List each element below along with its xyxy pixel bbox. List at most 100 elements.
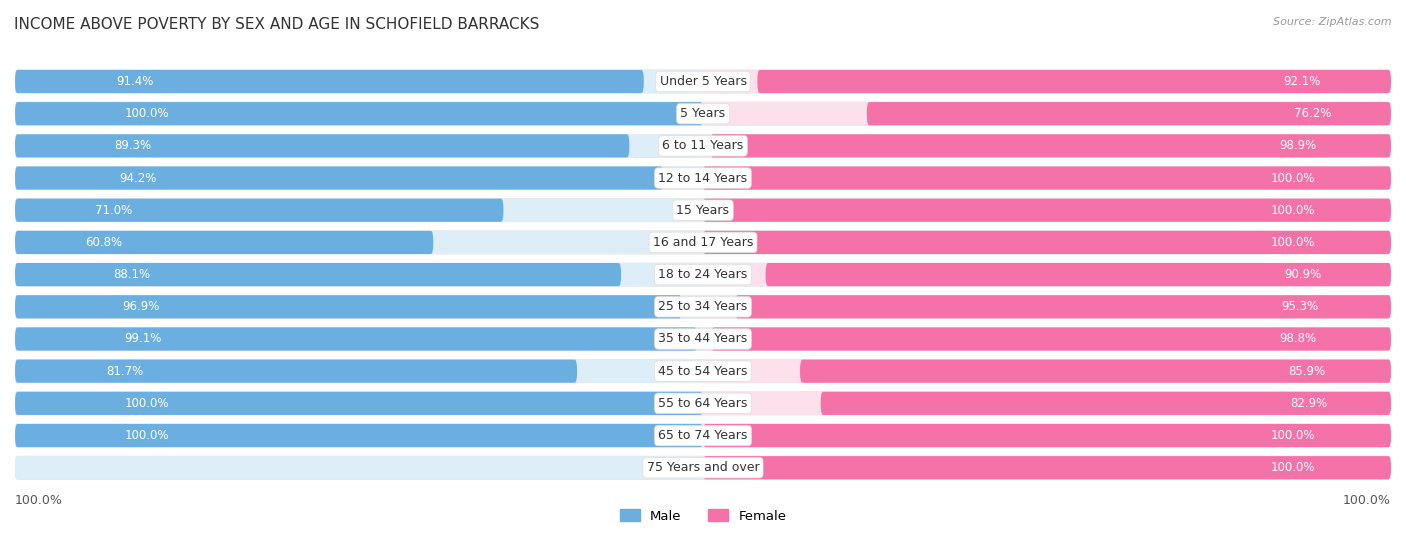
FancyBboxPatch shape — [703, 231, 1391, 254]
FancyBboxPatch shape — [703, 167, 1391, 190]
Text: 94.2%: 94.2% — [120, 172, 156, 184]
FancyBboxPatch shape — [15, 198, 1391, 222]
Text: 55 to 64 Years: 55 to 64 Years — [658, 397, 748, 410]
FancyBboxPatch shape — [15, 70, 703, 93]
Text: 5 Years: 5 Years — [681, 107, 725, 120]
Text: 100.0%: 100.0% — [125, 429, 170, 442]
FancyBboxPatch shape — [703, 456, 1391, 479]
Text: 6 to 11 Years: 6 to 11 Years — [662, 139, 744, 153]
Text: 99.1%: 99.1% — [124, 333, 162, 345]
FancyBboxPatch shape — [15, 167, 664, 190]
FancyBboxPatch shape — [15, 359, 576, 383]
Text: 91.4%: 91.4% — [117, 75, 153, 88]
FancyBboxPatch shape — [758, 70, 1391, 93]
Text: 76.2%: 76.2% — [1295, 107, 1331, 120]
FancyBboxPatch shape — [703, 134, 1391, 158]
Text: Under 5 Years: Under 5 Years — [659, 75, 747, 88]
FancyBboxPatch shape — [15, 134, 703, 158]
Text: 15 Years: 15 Years — [676, 203, 730, 217]
Text: Source: ZipAtlas.com: Source: ZipAtlas.com — [1274, 17, 1392, 27]
FancyBboxPatch shape — [703, 424, 1391, 447]
Text: 35 to 44 Years: 35 to 44 Years — [658, 333, 748, 345]
Text: 85.9%: 85.9% — [1288, 364, 1324, 378]
Text: 100.0%: 100.0% — [1271, 172, 1316, 184]
FancyBboxPatch shape — [711, 328, 1391, 350]
FancyBboxPatch shape — [703, 102, 1391, 125]
FancyBboxPatch shape — [15, 295, 682, 319]
FancyBboxPatch shape — [15, 295, 703, 319]
FancyBboxPatch shape — [15, 392, 1391, 415]
Text: 100.0%: 100.0% — [1343, 494, 1391, 507]
Text: 82.9%: 82.9% — [1289, 397, 1327, 410]
FancyBboxPatch shape — [15, 263, 621, 286]
Text: 100.0%: 100.0% — [1271, 461, 1316, 474]
Text: 75 Years and over: 75 Years and over — [647, 461, 759, 474]
FancyBboxPatch shape — [15, 424, 703, 447]
Text: 98.8%: 98.8% — [1279, 333, 1316, 345]
FancyBboxPatch shape — [15, 70, 1391, 93]
FancyBboxPatch shape — [703, 456, 1391, 479]
FancyBboxPatch shape — [15, 328, 697, 350]
Text: 25 to 34 Years: 25 to 34 Years — [658, 300, 748, 313]
Text: 100.0%: 100.0% — [1271, 236, 1316, 249]
Legend: Male, Female: Male, Female — [614, 504, 792, 528]
FancyBboxPatch shape — [821, 392, 1391, 415]
FancyBboxPatch shape — [15, 295, 1391, 319]
FancyBboxPatch shape — [15, 70, 644, 93]
FancyBboxPatch shape — [15, 359, 1391, 383]
FancyBboxPatch shape — [703, 263, 1391, 286]
FancyBboxPatch shape — [15, 134, 630, 158]
Text: 12 to 14 Years: 12 to 14 Years — [658, 172, 748, 184]
FancyBboxPatch shape — [15, 198, 503, 222]
FancyBboxPatch shape — [15, 456, 1391, 479]
Text: 100.0%: 100.0% — [1271, 203, 1316, 217]
FancyBboxPatch shape — [735, 295, 1391, 319]
Text: 16 and 17 Years: 16 and 17 Years — [652, 236, 754, 249]
FancyBboxPatch shape — [703, 392, 1391, 415]
FancyBboxPatch shape — [15, 392, 703, 415]
FancyBboxPatch shape — [15, 167, 1391, 190]
FancyBboxPatch shape — [15, 198, 703, 222]
Text: 18 to 24 Years: 18 to 24 Years — [658, 268, 748, 281]
Text: 100.0%: 100.0% — [15, 494, 63, 507]
Text: 96.9%: 96.9% — [122, 300, 159, 313]
FancyBboxPatch shape — [703, 328, 1391, 350]
FancyBboxPatch shape — [15, 328, 1391, 350]
FancyBboxPatch shape — [703, 424, 1391, 447]
FancyBboxPatch shape — [15, 167, 703, 190]
FancyBboxPatch shape — [866, 102, 1391, 125]
FancyBboxPatch shape — [703, 295, 1391, 319]
FancyBboxPatch shape — [15, 456, 703, 479]
FancyBboxPatch shape — [703, 70, 1391, 93]
FancyBboxPatch shape — [15, 102, 1391, 125]
FancyBboxPatch shape — [15, 424, 703, 447]
Text: 88.1%: 88.1% — [112, 268, 150, 281]
Text: 0.0%: 0.0% — [659, 461, 689, 474]
FancyBboxPatch shape — [703, 167, 1391, 190]
Text: 100.0%: 100.0% — [1271, 429, 1316, 442]
FancyBboxPatch shape — [15, 328, 703, 350]
FancyBboxPatch shape — [15, 231, 1391, 254]
Text: 100.0%: 100.0% — [125, 397, 170, 410]
Text: 89.3%: 89.3% — [114, 139, 152, 153]
FancyBboxPatch shape — [710, 134, 1391, 158]
Text: 60.8%: 60.8% — [84, 236, 122, 249]
FancyBboxPatch shape — [15, 231, 433, 254]
FancyBboxPatch shape — [15, 424, 1391, 447]
FancyBboxPatch shape — [15, 231, 703, 254]
FancyBboxPatch shape — [766, 263, 1391, 286]
Text: 100.0%: 100.0% — [125, 107, 170, 120]
Text: 81.7%: 81.7% — [107, 364, 143, 378]
FancyBboxPatch shape — [15, 392, 703, 415]
FancyBboxPatch shape — [15, 263, 1391, 286]
Text: 71.0%: 71.0% — [96, 203, 132, 217]
Text: 92.1%: 92.1% — [1284, 75, 1320, 88]
FancyBboxPatch shape — [15, 263, 703, 286]
FancyBboxPatch shape — [15, 102, 703, 125]
FancyBboxPatch shape — [703, 231, 1391, 254]
FancyBboxPatch shape — [703, 198, 1391, 222]
FancyBboxPatch shape — [15, 134, 1391, 158]
Text: 98.9%: 98.9% — [1279, 139, 1316, 153]
Text: 95.3%: 95.3% — [1281, 300, 1319, 313]
Text: 45 to 54 Years: 45 to 54 Years — [658, 364, 748, 378]
